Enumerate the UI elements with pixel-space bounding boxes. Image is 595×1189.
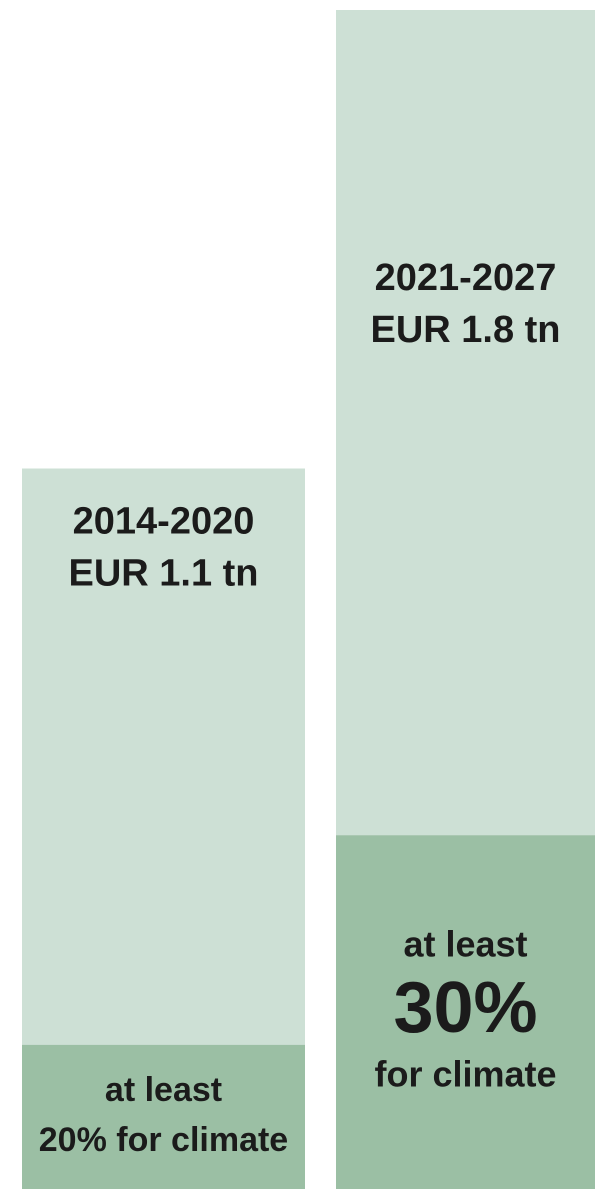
period-label: 2014-2020 xyxy=(73,501,255,543)
climate-label: at least xyxy=(403,924,527,965)
climate-segment xyxy=(336,835,595,1189)
climate-label: 30% xyxy=(393,968,537,1048)
climate-segment xyxy=(22,1044,305,1189)
climate-label: for climate xyxy=(374,1054,556,1095)
value-label: EUR 1.1 tn xyxy=(68,553,258,595)
period-label: 2021-2027 xyxy=(375,257,557,299)
value-label: EUR 1.8 tn xyxy=(370,309,560,351)
climate-label: 20% for climate xyxy=(39,1121,288,1159)
climate-label: at least xyxy=(105,1071,222,1109)
